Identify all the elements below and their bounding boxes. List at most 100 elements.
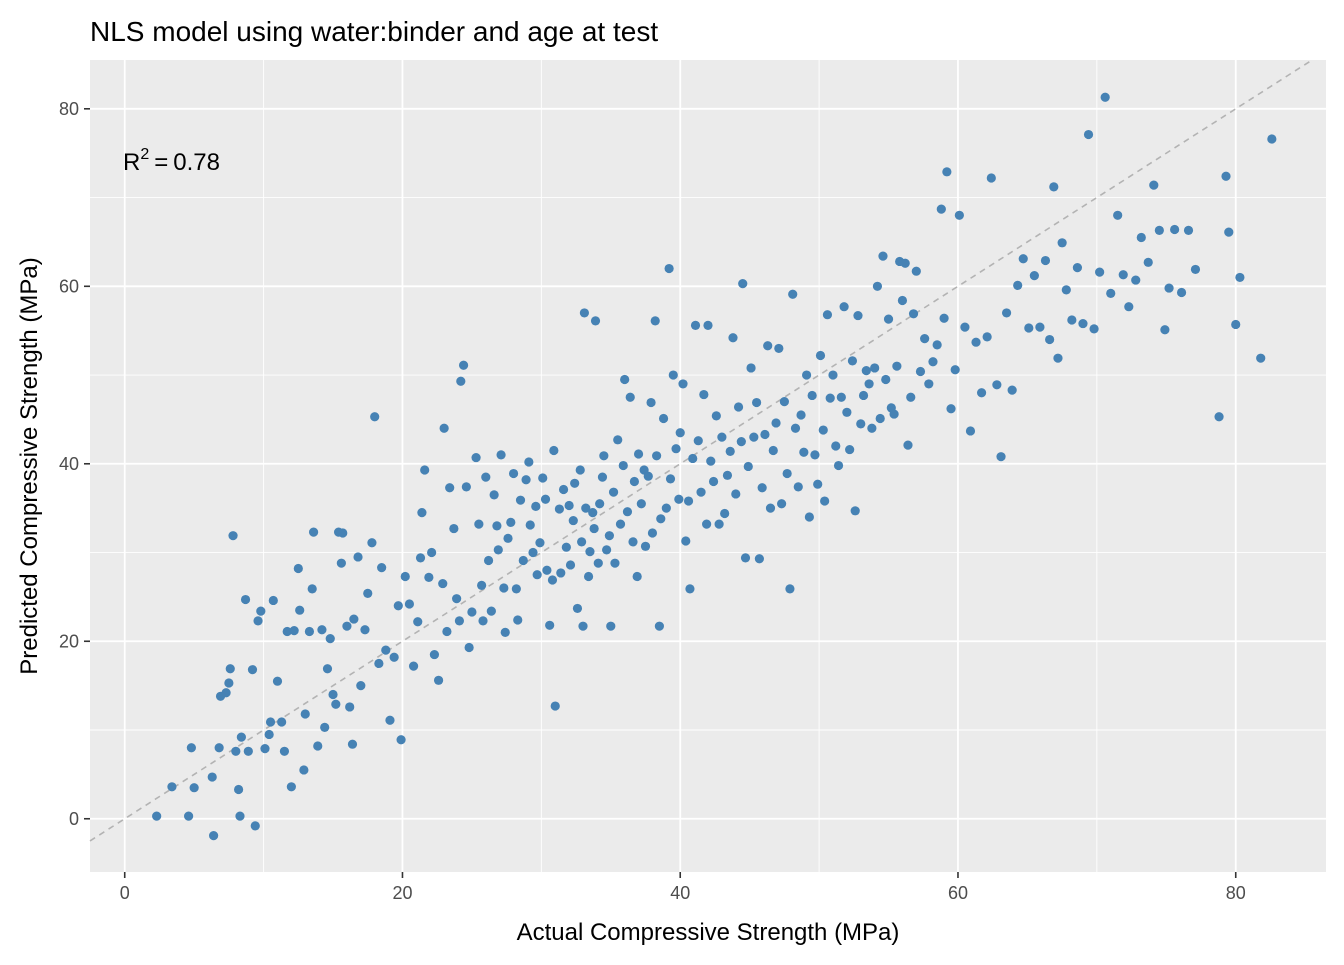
data-point [960, 322, 970, 332]
data-point [622, 507, 633, 517]
data-point [629, 476, 639, 487]
data-point [785, 584, 795, 594]
data-point [908, 309, 919, 319]
data-point [209, 831, 219, 841]
data-point [1224, 227, 1234, 237]
data-point [1113, 210, 1123, 220]
data-point [547, 575, 558, 585]
data-point [1149, 180, 1159, 190]
data-point [240, 594, 251, 605]
data-point [939, 313, 949, 323]
data-point [370, 412, 380, 422]
data-point [839, 302, 849, 312]
data-point [561, 542, 571, 552]
data-point [825, 393, 835, 403]
data-point [256, 606, 266, 616]
data-point [906, 392, 916, 402]
data-point [733, 402, 744, 412]
data-point [458, 360, 469, 370]
data-point [875, 413, 885, 424]
data-point [572, 603, 583, 614]
data-point [347, 739, 358, 749]
data-point [900, 258, 910, 268]
data-point [595, 499, 605, 509]
data-point [675, 428, 685, 438]
data-point [322, 664, 333, 674]
data-point [714, 519, 724, 529]
data-point [253, 616, 263, 626]
data-point [788, 289, 798, 299]
data-point [870, 363, 880, 373]
y-tick-label: 20 [59, 631, 79, 651]
data-point [717, 432, 727, 442]
data-point [911, 266, 921, 276]
data-point [420, 465, 430, 475]
data-point [556, 568, 566, 578]
data-point [515, 495, 526, 505]
data-point [647, 528, 658, 538]
data-point [1183, 225, 1194, 235]
data-point [295, 605, 305, 615]
data-point [883, 314, 894, 324]
data-point [518, 555, 528, 566]
data-point [415, 553, 426, 563]
data-point [889, 409, 899, 419]
data-point [363, 588, 373, 598]
data-point [878, 251, 888, 261]
data-point [486, 606, 496, 616]
data-point [946, 404, 956, 414]
data-point [632, 571, 642, 582]
data-point [777, 499, 787, 509]
data-point [152, 811, 162, 821]
x-tick-label: 0 [120, 883, 130, 903]
data-point [331, 699, 341, 709]
r-squared-annotation: R2 = 0.78 [123, 146, 220, 176]
data-point [535, 538, 545, 548]
data-point [438, 578, 448, 589]
data-point [1001, 308, 1012, 318]
data-point [932, 340, 942, 350]
data-point [1053, 353, 1063, 363]
data-point [207, 772, 217, 782]
data-point [1118, 270, 1128, 280]
data-point [650, 316, 660, 326]
data-point [620, 374, 630, 385]
x-axis-title: Actual Compressive Strength (MPa) [517, 919, 900, 946]
data-point [583, 571, 594, 582]
data-point [820, 496, 830, 506]
data-point [417, 507, 427, 518]
data-point [915, 366, 926, 377]
data-point [224, 678, 234, 688]
data-point [618, 460, 628, 471]
data-point [736, 436, 746, 447]
data-point [345, 702, 355, 712]
x-axis-ticks: 0 20 40 60 80 [120, 872, 1246, 903]
data-point [768, 445, 778, 456]
data-point [589, 523, 599, 534]
data-point [233, 784, 244, 795]
y-tick-label: 80 [59, 99, 79, 119]
data-point [681, 536, 691, 546]
data-point [578, 621, 588, 631]
data-point [1170, 224, 1180, 235]
data-point [1035, 322, 1045, 332]
y-tick-label: 60 [59, 276, 79, 296]
data-point [818, 425, 828, 435]
data-point [1106, 288, 1116, 298]
data-point [706, 456, 716, 466]
data-point [549, 445, 559, 456]
data-point [228, 531, 238, 541]
data-point [317, 625, 327, 635]
data-point [771, 418, 781, 428]
data-point [593, 558, 603, 568]
data-point [856, 419, 866, 429]
data-point [810, 450, 820, 460]
data-point [1143, 257, 1153, 267]
data-point [452, 594, 462, 604]
data-point [404, 599, 415, 609]
data-point [243, 746, 253, 756]
data-point [496, 450, 506, 460]
data-point [1131, 275, 1141, 285]
data-point [599, 451, 609, 461]
